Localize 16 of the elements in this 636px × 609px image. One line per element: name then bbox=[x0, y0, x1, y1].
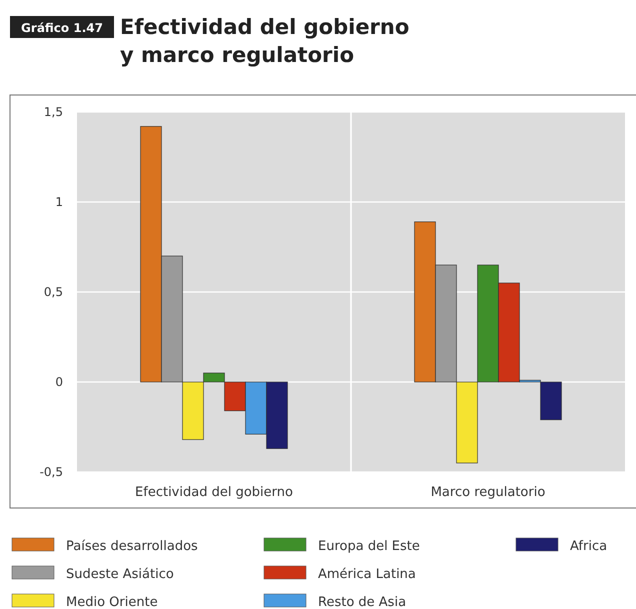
legend-label: Sudeste Asiático bbox=[66, 567, 174, 582]
y-tick-label: 1,5 bbox=[44, 105, 63, 119]
legend-label: Medio Oriente bbox=[66, 595, 158, 609]
text: Gráfico 1.47 bbox=[21, 21, 103, 35]
y-tick-label: -0,5 bbox=[40, 465, 63, 479]
x-tick-label: Efectividad del gobierno bbox=[135, 485, 293, 500]
legend-label: Países desarrollados bbox=[66, 539, 198, 554]
legend-label: Resto de Asia bbox=[318, 595, 406, 609]
chart-title: Efectividad del gobierno y marco regulatorio bbox=[120, 15, 410, 67]
y-tick-label: 0,5 bbox=[44, 285, 63, 299]
legend-label: Africa bbox=[570, 539, 608, 554]
y-tick-label: 1 bbox=[55, 195, 63, 209]
legend-label: Europa del Este bbox=[318, 539, 420, 554]
y-tick-label: 0 bbox=[55, 375, 63, 389]
legend-label: América Latina bbox=[318, 567, 416, 582]
x-tick-label: Marco regulatorio bbox=[430, 485, 546, 500]
